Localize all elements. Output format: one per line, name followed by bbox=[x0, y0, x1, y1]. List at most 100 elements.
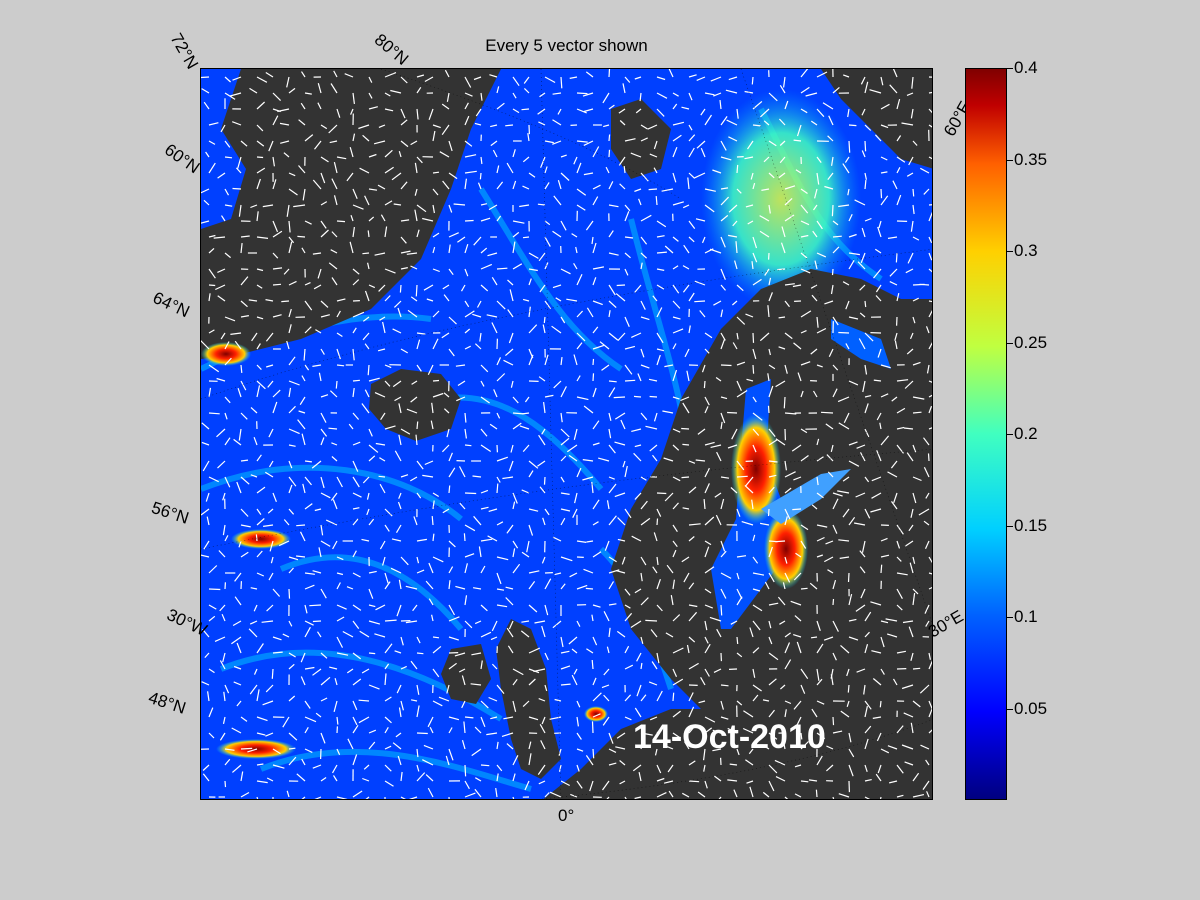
velocity-vector bbox=[912, 556, 916, 564]
velocity-vector bbox=[464, 444, 472, 447]
velocity-vector bbox=[838, 793, 850, 798]
velocity-vector bbox=[346, 668, 354, 674]
velocity-vector bbox=[920, 744, 930, 750]
velocity-vector bbox=[879, 422, 882, 430]
velocity-vector bbox=[240, 476, 250, 485]
velocity-vector bbox=[681, 427, 690, 430]
velocity-vector bbox=[640, 597, 649, 606]
velocity-vector bbox=[480, 444, 492, 452]
velocity-vector bbox=[224, 341, 230, 350]
velocity-vector bbox=[368, 604, 376, 608]
velocity-vector bbox=[384, 673, 387, 686]
velocity-vector bbox=[507, 309, 514, 318]
velocity-vector bbox=[312, 668, 322, 676]
velocity-vector bbox=[800, 252, 808, 259]
velocity-vector bbox=[320, 220, 327, 229]
velocity-vector bbox=[208, 668, 215, 674]
velocity-vector bbox=[896, 604, 903, 611]
velocity-vector bbox=[672, 668, 678, 678]
velocity-vector bbox=[880, 393, 889, 398]
velocity-vector bbox=[762, 699, 770, 702]
velocity-vector bbox=[395, 524, 402, 534]
velocity-vector bbox=[560, 517, 566, 526]
velocity-vector bbox=[682, 402, 690, 414]
velocity-vector bbox=[288, 484, 293, 494]
velocity-vector bbox=[784, 471, 796, 478]
velocity-vector bbox=[352, 227, 355, 238]
velocity-vector bbox=[928, 252, 932, 261]
velocity-vector bbox=[928, 556, 932, 564]
velocity-vector bbox=[464, 620, 473, 629]
velocity-vector bbox=[480, 396, 490, 404]
velocity-vector bbox=[400, 119, 408, 126]
velocity-vector bbox=[768, 572, 775, 583]
velocity-vector bbox=[240, 412, 248, 420]
velocity-vector bbox=[454, 652, 466, 657]
velocity-vector bbox=[716, 451, 722, 462]
velocity-vector bbox=[904, 380, 914, 389]
velocity-vector bbox=[201, 88, 210, 94]
velocity-vector bbox=[432, 246, 436, 254]
velocity-vector bbox=[464, 219, 474, 222]
velocity-vector bbox=[464, 764, 467, 777]
velocity-vector bbox=[585, 71, 594, 78]
velocity-vector bbox=[720, 268, 726, 280]
velocity-vector bbox=[400, 267, 408, 270]
velocity-vector bbox=[333, 161, 338, 174]
velocity-vector bbox=[208, 412, 220, 415]
velocity-vector bbox=[864, 508, 871, 519]
velocity-vector bbox=[656, 604, 663, 612]
velocity-vector bbox=[208, 364, 220, 373]
velocity-vector bbox=[608, 387, 616, 398]
velocity-vector bbox=[314, 140, 322, 150]
velocity-vector bbox=[764, 268, 770, 276]
velocity-vector bbox=[480, 156, 483, 165]
velocity-vector bbox=[464, 244, 469, 254]
velocity-vector bbox=[816, 172, 820, 185]
velocity-vector bbox=[272, 220, 279, 233]
velocity-vector bbox=[336, 556, 344, 561]
velocity-vector bbox=[864, 332, 874, 342]
velocity-vector bbox=[736, 555, 747, 558]
velocity-vector bbox=[720, 187, 729, 190]
velocity-vector bbox=[816, 220, 823, 230]
velocity-vector bbox=[541, 556, 546, 564]
velocity-vector bbox=[544, 792, 550, 798]
velocity-vector bbox=[640, 662, 643, 670]
velocity-vector bbox=[560, 428, 570, 438]
velocity-vector bbox=[236, 481, 242, 494]
velocity-vector bbox=[636, 684, 642, 697]
velocity-vector bbox=[672, 444, 680, 451]
velocity-vector bbox=[329, 390, 338, 398]
velocity-vector bbox=[649, 153, 658, 158]
velocity-vector bbox=[912, 204, 915, 215]
velocity-vector bbox=[800, 69, 809, 78]
velocity-vector bbox=[784, 659, 792, 670]
velocity-vector bbox=[583, 172, 594, 176]
velocity-vector bbox=[672, 369, 678, 382]
velocity-vector bbox=[880, 364, 891, 369]
velocity-vector bbox=[571, 233, 578, 238]
velocity-vector bbox=[928, 309, 932, 318]
velocity-vector bbox=[608, 332, 619, 341]
velocity-vector bbox=[539, 284, 546, 293]
velocity-vector bbox=[510, 380, 514, 388]
velocity-vector bbox=[844, 156, 850, 163]
velocity-vector bbox=[277, 108, 290, 113]
velocity-vector bbox=[896, 426, 905, 430]
velocity-vector bbox=[464, 553, 475, 558]
velocity-vector bbox=[656, 792, 667, 798]
velocity-vector bbox=[636, 652, 642, 662]
velocity-vector bbox=[352, 754, 358, 766]
velocity-vector bbox=[752, 412, 763, 421]
velocity-vector bbox=[288, 508, 295, 515]
velocity-vector bbox=[662, 410, 674, 414]
velocity-vector bbox=[896, 167, 901, 174]
velocity-vector bbox=[592, 677, 597, 686]
velocity-vector bbox=[464, 76, 472, 88]
velocity-vector bbox=[332, 499, 338, 510]
velocity-vector bbox=[784, 572, 791, 583]
velocity-vector bbox=[352, 379, 360, 382]
velocity-vector bbox=[400, 700, 404, 711]
velocity-vector bbox=[448, 796, 450, 799]
